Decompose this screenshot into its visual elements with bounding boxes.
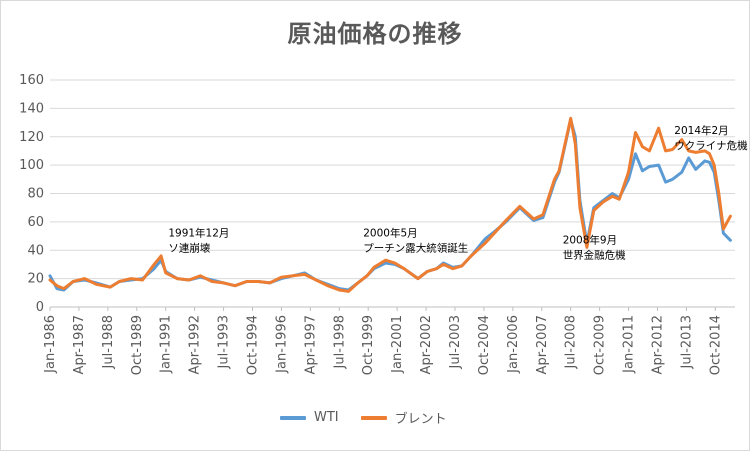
legend-item-brent: ブレント — [360, 408, 447, 427]
x-tick-label: Apr-1997 — [303, 315, 318, 374]
x-tick-label: Oct-2014 — [708, 315, 723, 375]
legend-label-brent: ブレント — [394, 412, 447, 427]
x-tick-label: Apr-2007 — [535, 315, 550, 374]
y-tick-label: 160 — [19, 73, 44, 88]
x-axis-ticks: Jan-1986 Apr-1987 Jul-1988 Oct-1989 Jan-1991… — [43, 307, 723, 375]
annotation-text: 2000年5月 — [363, 226, 417, 239]
annotation-text: ソ連崩壊 — [168, 241, 210, 254]
x-tick-label: Jan-1996 — [274, 315, 289, 374]
x-tick-label: Jan-1991 — [159, 315, 174, 374]
x-tick-label: Jul-2013 — [679, 315, 694, 369]
legend-swatch-brent — [360, 415, 387, 420]
annotation-text: プーチン露大統領誕生 — [363, 241, 468, 254]
y-tick-label: 140 — [19, 101, 44, 116]
x-tick-label: Oct-1989 — [130, 315, 145, 375]
y-tick-label: 20 — [27, 272, 44, 287]
x-tick-label: Oct-2004 — [477, 315, 492, 375]
legend-swatch-wti — [280, 415, 306, 420]
y-axis-ticks: 0 20 40 60 80 100 120 140 160 — [19, 73, 44, 315]
legend: WTI ブレント — [280, 408, 447, 427]
annotation-text: 2014年2月 — [674, 124, 728, 137]
y-tick-label: 60 — [27, 215, 44, 230]
annotation-text: 世界金融危機 — [563, 248, 626, 261]
x-tick-label: Apr-1987 — [72, 315, 87, 374]
annotation-text: 2008年9月 — [563, 233, 617, 246]
annotation-text: 1991年12月 — [168, 226, 229, 239]
x-tick-label: Jan-2011 — [622, 315, 637, 374]
x-tick-label: Oct-2009 — [593, 315, 608, 375]
chart-title: 原油価格の推移 — [287, 20, 463, 48]
legend-item-wti: WTI — [280, 408, 339, 427]
x-tick-label: Jul-1993 — [217, 315, 232, 369]
x-tick-label: Oct-1994 — [245, 315, 260, 375]
series-lines — [48, 116, 732, 293]
y-tick-label: 40 — [27, 243, 44, 258]
x-tick-label: Jul-2003 — [448, 315, 463, 369]
series-line-wti — [48, 118, 732, 292]
x-tick-label: Apr-1992 — [188, 315, 203, 374]
x-tick-label: Jul-2008 — [564, 315, 579, 369]
x-tick-label: Oct-1999 — [361, 315, 376, 375]
x-tick-label: Jul-1988 — [101, 315, 116, 369]
annotation-text: ウクライナ危機 — [674, 139, 748, 152]
y-tick-label: 80 — [27, 187, 44, 202]
legend-label-wti: WTI — [314, 410, 339, 425]
x-tick-label: Jan-1986 — [43, 315, 58, 374]
x-tick-label: Jan-2001 — [390, 315, 405, 374]
y-tick-label: 120 — [19, 130, 44, 145]
y-tick-label: 0 — [36, 300, 44, 315]
gridlines — [50, 79, 735, 308]
x-tick-label: Jan-2006 — [506, 315, 521, 374]
y-tick-label: 100 — [19, 158, 44, 173]
x-tick-label: Jul-1998 — [332, 315, 347, 369]
x-tick-label: Apr-2012 — [650, 315, 665, 374]
series-line-brent — [48, 116, 732, 293]
x-tick-label: Apr-2002 — [419, 315, 434, 374]
